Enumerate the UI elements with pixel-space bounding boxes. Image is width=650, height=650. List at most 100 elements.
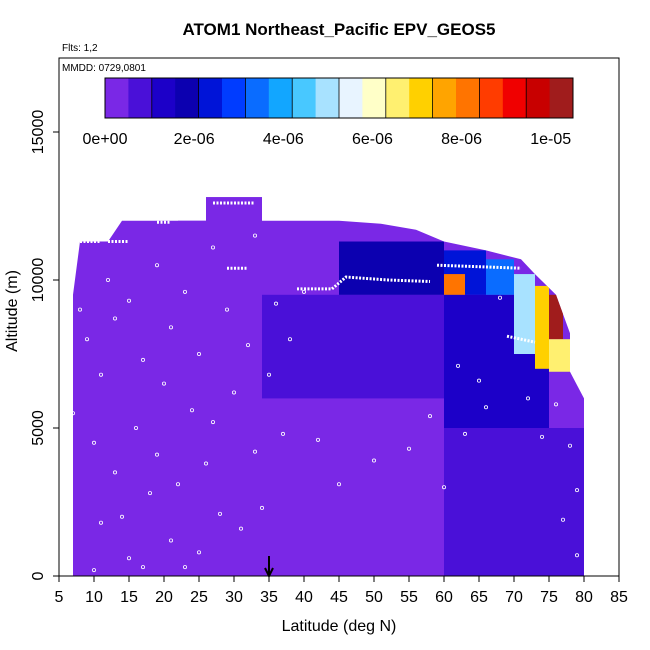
sample-points <box>64 233 580 573</box>
sample-point <box>154 263 159 268</box>
sample-point <box>154 452 159 457</box>
heatmap-cell <box>535 285 549 369</box>
sample-point <box>526 396 531 401</box>
sample-point <box>113 316 118 321</box>
heatmap-cell <box>444 428 584 576</box>
heatmap-cells <box>73 197 584 576</box>
x-tick-label: 15 <box>120 589 138 606</box>
sample-point <box>78 307 83 312</box>
sample-point <box>92 568 97 573</box>
latitude-marker <box>264 556 274 579</box>
colorbar-swatch <box>222 78 246 118</box>
x-tick-label: 25 <box>190 589 208 606</box>
sample-point <box>266 372 271 377</box>
colorbar-swatch <box>105 78 129 118</box>
flights-label: Flts: 1,2 <box>62 43 98 54</box>
sample-point <box>224 307 229 312</box>
colorbar-swatch <box>526 78 551 118</box>
x-tick-label: 60 <box>435 589 453 606</box>
x-tick-label: 50 <box>365 589 383 606</box>
sample-point <box>336 482 341 487</box>
heatmap-cell <box>514 274 535 354</box>
colorbar-swatch <box>385 78 410 118</box>
flight-track <box>506 334 536 344</box>
sample-point <box>71 411 76 416</box>
sample-point <box>497 295 502 300</box>
colorbar-swatch <box>479 78 504 118</box>
colorbar-swatch <box>315 78 340 118</box>
sample-point <box>182 565 187 570</box>
sample-point <box>92 440 97 445</box>
sample-point <box>106 277 111 282</box>
sample-point <box>168 538 173 543</box>
colorbar-tick-label: 8e-06 <box>441 131 482 148</box>
heatmap-cell <box>339 241 444 295</box>
y-tick-label: 5000 <box>30 410 47 446</box>
sample-point <box>476 378 481 383</box>
flight-track <box>436 263 522 270</box>
x-tick-label: 80 <box>575 589 593 606</box>
heatmap-cell <box>262 398 339 576</box>
sample-point <box>575 553 580 558</box>
sample-point <box>231 390 236 395</box>
colorbar-swatch <box>409 78 434 118</box>
sample-point <box>127 556 132 561</box>
sample-point <box>133 425 138 430</box>
sample-point <box>455 363 460 368</box>
sample-point <box>85 337 90 342</box>
sample-point <box>113 470 118 475</box>
sample-point <box>280 431 285 436</box>
sample-point <box>462 431 467 436</box>
heatmap-cell <box>549 339 570 372</box>
sample-point <box>217 511 222 516</box>
sample-point <box>175 482 180 487</box>
colorbar-tick-label: 4e-06 <box>263 131 304 148</box>
sample-point <box>127 298 132 303</box>
colorbar-swatch <box>198 78 223 118</box>
sample-point <box>512 248 517 253</box>
sample-point <box>273 301 278 306</box>
x-tick-label: 30 <box>225 589 243 606</box>
heatmap-cell-group <box>73 197 584 576</box>
sample-point <box>99 520 104 525</box>
flight-track <box>297 275 431 291</box>
y-tick-label: 15000 <box>30 110 47 155</box>
colorbar-tick-label: 6e-06 <box>352 131 393 148</box>
x-tick-label: 40 <box>295 589 313 606</box>
colorbar-tick-label: 1e-05 <box>530 131 571 148</box>
sample-point <box>147 491 152 496</box>
x-tick-label: 45 <box>330 589 348 606</box>
sample-point <box>406 446 411 451</box>
colorbar-swatch <box>339 78 363 118</box>
x-tick-label: 55 <box>400 589 418 606</box>
x-axis: 5 10 15 20 25 30 35 40 45 50 55 60 65 70 75 80 85 <box>55 576 628 606</box>
flight-tracks <box>80 201 536 344</box>
y-tick-label: 10000 <box>30 258 47 303</box>
sample-point <box>483 405 488 410</box>
sample-point <box>540 434 545 439</box>
colorbar-swatch <box>502 78 527 118</box>
sample-point <box>99 372 104 377</box>
sample-point <box>259 505 264 510</box>
sample-point <box>196 550 201 555</box>
x-tick-label: 10 <box>85 589 103 606</box>
x-tick-label: 65 <box>470 589 488 606</box>
chart-title: ATOM1 Northeast_Pacific EPV_GEOS5 <box>182 20 495 39</box>
colorbar-swatch <box>292 78 317 118</box>
colorbar-swatch <box>128 78 153 118</box>
colorbar-frame <box>104 77 574 119</box>
colorbar-swatch <box>432 78 457 118</box>
sample-point <box>441 485 446 490</box>
heatmap-cell <box>549 294 563 340</box>
heatmap-cell <box>262 294 444 399</box>
sample-point <box>252 449 257 454</box>
sample-point <box>140 565 145 570</box>
colorbar-swatch <box>151 78 176 118</box>
sample-point <box>64 499 69 504</box>
sample-point <box>554 402 559 407</box>
date-label: MMDD: 0729,0801 <box>62 63 146 74</box>
marker-arrow-head <box>264 567 274 579</box>
sample-point <box>245 343 250 348</box>
sample-point <box>120 514 125 519</box>
